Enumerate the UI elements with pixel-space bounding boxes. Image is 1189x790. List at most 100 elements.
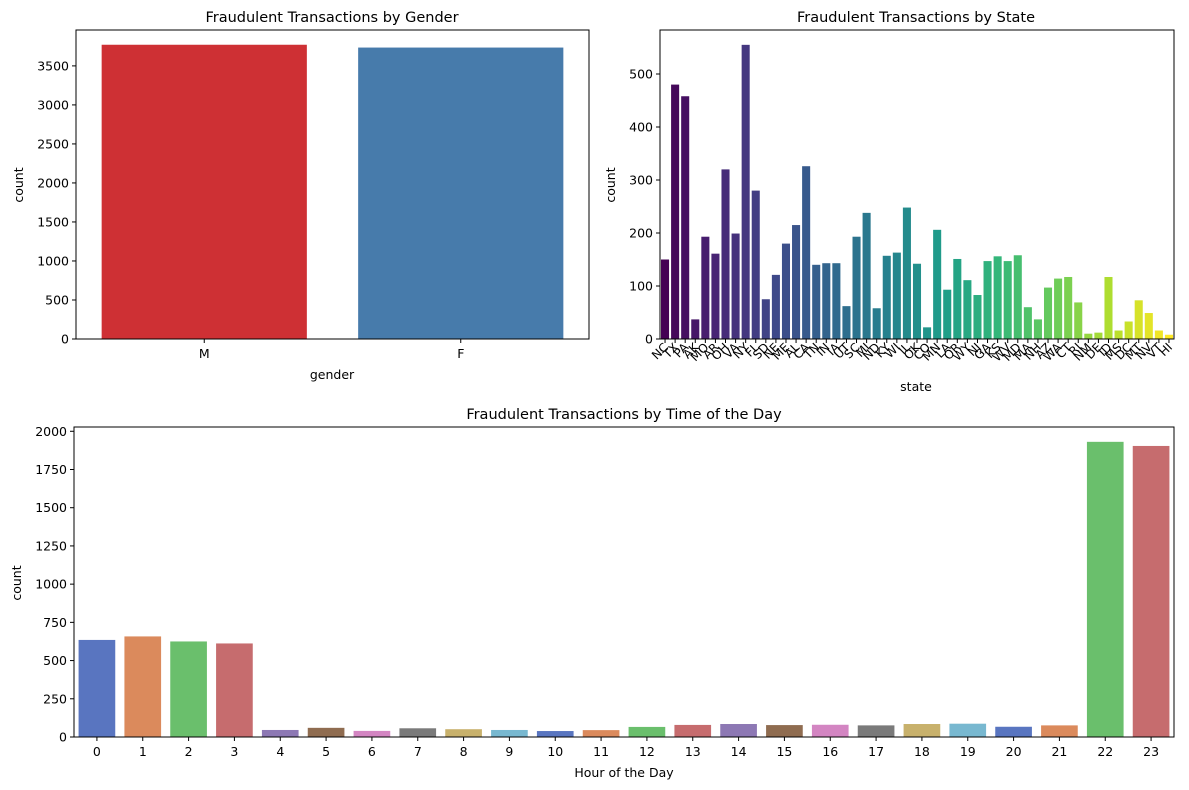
- bar-NJ: [973, 295, 982, 339]
- state-chart-title: Fraudulent Transactions by State: [797, 10, 1035, 26]
- bar-MS: [1114, 330, 1123, 339]
- bar-4: [261, 729, 299, 737]
- bar-PA: [681, 96, 690, 339]
- bar-VT: [1154, 330, 1163, 339]
- y-tick-label: 1500: [35, 500, 67, 515]
- bar-M: [101, 44, 307, 339]
- bar-GA: [983, 261, 992, 339]
- x-tick-label: F: [457, 346, 464, 361]
- hour-y-ticks: 0 250 500 750 1000 1250 1500 1750 2000: [35, 424, 74, 745]
- bar-MD: [1013, 255, 1022, 339]
- x-tick-label: 6: [368, 744, 376, 759]
- gender-y-label: count: [11, 167, 26, 202]
- bar-CT: [1064, 276, 1073, 339]
- bar-0: [78, 639, 116, 737]
- x-tick-label: 0: [93, 744, 101, 759]
- y-tick-label: 300: [629, 172, 653, 187]
- y-tick-label: 500: [629, 66, 653, 81]
- x-tick-label: 16: [822, 744, 838, 759]
- y-tick-label: 250: [43, 691, 67, 706]
- bar-19: [949, 723, 987, 737]
- x-tick-label: 19: [960, 744, 976, 759]
- x-tick-label: 1: [139, 744, 147, 759]
- gender-y-ticks: 0 500 1000 1500 2000 2500 3000 3500: [37, 58, 76, 347]
- bar-15: [766, 725, 803, 737]
- y-tick-label: 0: [61, 332, 69, 347]
- bar-AZ: [1043, 287, 1053, 339]
- y-tick-label: 1000: [37, 253, 69, 268]
- y-tick-label: 500: [43, 653, 67, 668]
- bar-MA: [1023, 307, 1032, 339]
- y-tick-label: 400: [629, 119, 653, 134]
- y-tick-label: 200: [629, 225, 653, 240]
- x-tick-label: 5: [322, 744, 330, 759]
- bar-6: [353, 730, 391, 737]
- bar-KY: [882, 255, 891, 339]
- bar-ID: [1104, 276, 1113, 339]
- bar-ME: [781, 243, 791, 339]
- y-tick-label: 1750: [35, 462, 67, 477]
- x-tick-label: 20: [1006, 744, 1022, 759]
- bar-MO: [701, 236, 710, 339]
- bar-18: [903, 724, 941, 737]
- bar-23: [1132, 445, 1170, 737]
- x-tick-label: 10: [547, 744, 563, 759]
- hour-chart-title: Fraudulent Transactions by Time of the D…: [466, 407, 782, 423]
- bar-AL: [792, 225, 801, 339]
- y-tick-label: 1000: [35, 577, 67, 592]
- y-tick-label: 2500: [37, 136, 69, 151]
- y-tick-label: 100: [629, 278, 653, 293]
- bar-AR: [711, 253, 720, 339]
- bar-ND: [872, 308, 881, 339]
- x-tick-label: 7: [414, 744, 422, 759]
- y-tick-label: 3500: [37, 58, 69, 73]
- x-tick-label: 4: [276, 744, 284, 759]
- y-tick-label: 2000: [37, 175, 69, 190]
- gender-bars: [101, 44, 564, 340]
- bar-FL: [751, 190, 760, 339]
- bar-1: [124, 636, 162, 737]
- state-chart: Fraudulent Transactions by State 0 100 200…: [603, 10, 1175, 394]
- hour-x-label: Hour of the Day: [574, 765, 674, 780]
- bar-NM: [1084, 333, 1093, 339]
- bar-14: [720, 724, 757, 737]
- state-bars: [661, 44, 1173, 340]
- x-tick-label: 17: [868, 744, 884, 759]
- x-tick-label: 14: [731, 744, 747, 759]
- bar-MI: [862, 212, 871, 339]
- bar-7: [399, 728, 437, 737]
- y-tick-label: 0: [645, 332, 653, 347]
- hour-x-ticks: 0 1 2 3 4 5 6 7 8 9 10 11 12 13 14 15 16 17 18 19 20 21 22 23: [93, 737, 1159, 759]
- x-tick-label: 23: [1143, 744, 1159, 759]
- bar-OK: [912, 263, 922, 339]
- x-tick-label: M: [199, 346, 210, 361]
- y-tick-label: 3000: [37, 97, 69, 112]
- bar-22: [1086, 441, 1124, 737]
- state-axes-frame: [659, 29, 1175, 340]
- bar-17: [857, 725, 895, 737]
- x-tick-label: 18: [914, 744, 930, 759]
- bar-NY: [741, 44, 750, 340]
- state-x-label: state: [900, 379, 932, 394]
- bar-LA: [943, 289, 952, 339]
- bar-13: [674, 724, 712, 737]
- bar-MN: [933, 229, 942, 339]
- bar-NE: [771, 274, 780, 339]
- bar-12: [628, 726, 666, 737]
- bar-CO: [923, 327, 932, 339]
- bar-10: [536, 731, 574, 737]
- y-tick-label: 500: [45, 292, 69, 307]
- hour-y-label: count: [9, 565, 24, 600]
- y-tick-label: 1500: [37, 214, 69, 229]
- x-tick-label: 11: [593, 744, 609, 759]
- bar-NH: [1033, 319, 1042, 339]
- bar-OH: [721, 169, 730, 339]
- x-tick-label: 3: [230, 744, 238, 759]
- bar-IN: [822, 263, 831, 339]
- gender-axes-frame: [75, 29, 590, 340]
- y-tick-label: 750: [43, 615, 67, 630]
- y-tick-label: 1250: [35, 538, 67, 553]
- state-y-ticks: 0 100 200 300 400 500: [629, 66, 660, 347]
